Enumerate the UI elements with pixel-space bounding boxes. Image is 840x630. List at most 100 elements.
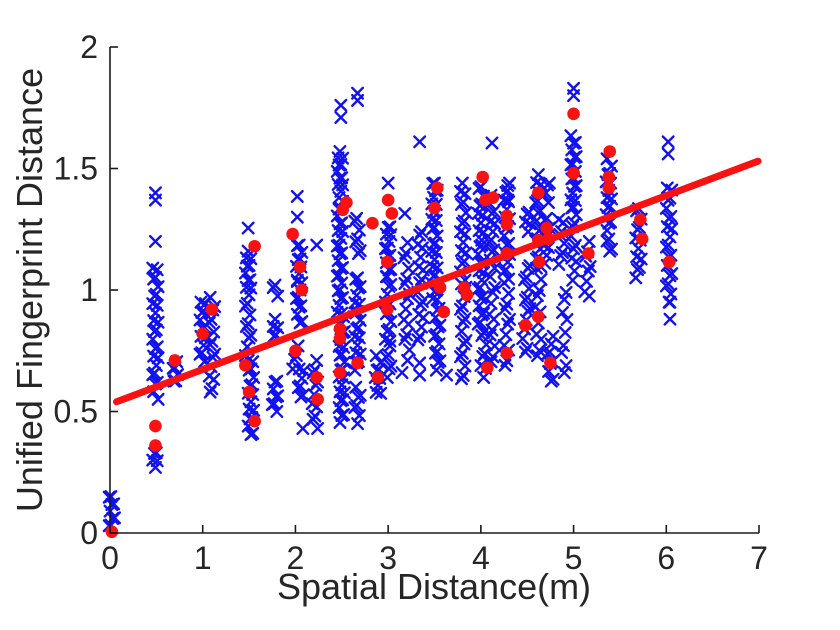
sample-x-marker — [663, 312, 677, 326]
mean-dot-marker — [248, 414, 261, 428]
sample-x-marker — [559, 359, 573, 373]
sample-x-marker — [337, 355, 351, 369]
sample-x-marker — [530, 327, 544, 341]
mean-dot-marker — [500, 218, 514, 231]
sample-x-marker — [349, 380, 363, 394]
sample-x-marker — [425, 212, 439, 226]
sample-x-marker — [580, 274, 594, 288]
sample-x-marker — [661, 147, 675, 161]
sample-x-marker — [268, 278, 282, 292]
sample-x-marker — [555, 346, 569, 360]
sample-x-marker — [353, 244, 367, 258]
y-tick-label: 2 — [80, 29, 98, 65]
x-tick-label: 3 — [379, 540, 397, 576]
sample-x-marker — [292, 238, 306, 252]
sample-x-marker — [664, 209, 678, 223]
sample-x-marker — [502, 286, 516, 300]
sample-x-marker — [559, 285, 573, 299]
mean-dot-marker — [336, 203, 350, 217]
sample-x-marker — [474, 180, 488, 194]
sample-x-marker — [401, 236, 415, 250]
sample-x-marker — [381, 176, 395, 190]
x-tick-label: 4 — [472, 540, 490, 576]
sample-x-marker — [663, 295, 677, 309]
sample-x-marker — [440, 368, 454, 382]
sample-x-marker — [334, 110, 348, 124]
y-tick-label: 1.5 — [54, 151, 98, 187]
sample-x-marker — [311, 422, 325, 436]
sample-x-marker — [487, 243, 501, 257]
sample-x-marker — [582, 234, 596, 248]
sample-x-marker — [292, 362, 306, 376]
sample-x-marker — [546, 372, 560, 386]
mean-dot-marker — [519, 318, 532, 332]
sample-x-marker — [271, 389, 285, 403]
sample-x-marker — [336, 291, 350, 305]
mean-dot-marker — [205, 303, 219, 316]
sample-x-marker — [148, 186, 162, 200]
sample-x-marker — [488, 281, 502, 295]
sample-x-marker — [290, 189, 304, 203]
mean-dot-marker — [437, 305, 451, 319]
sample-x-marker — [310, 238, 324, 252]
sample-x-marker — [532, 283, 546, 297]
sample-x-marker — [605, 159, 619, 173]
sample-x-marker — [384, 359, 398, 373]
sample-x-marker — [402, 343, 416, 357]
sample-x-marker — [401, 261, 415, 275]
sample-x-marker — [568, 194, 582, 208]
mean-dot-marker — [476, 170, 490, 184]
mean-dot-marker — [634, 213, 647, 226]
sample-x-marker — [383, 220, 397, 234]
mean-dot-marker — [428, 201, 441, 215]
x-tick-label: 6 — [657, 540, 675, 576]
sample-x-marker — [104, 490, 118, 504]
sample-x-marker — [350, 211, 364, 225]
mean-dot-marker — [295, 283, 309, 297]
sample-x-marker — [352, 409, 366, 423]
sample-x-marker — [568, 135, 582, 149]
mean-dot-marker — [293, 260, 307, 274]
sample-x-marker — [151, 392, 165, 406]
sample-x-marker — [413, 135, 427, 149]
regression-line — [112, 157, 762, 406]
sample-x-marker — [531, 168, 545, 182]
mean-dot-marker — [149, 439, 162, 452]
sample-x-marker — [501, 193, 515, 207]
mean-dot-marker — [311, 393, 324, 406]
sample-x-marker — [398, 206, 412, 220]
sample-x-marker — [207, 325, 221, 339]
sample-x-marker — [485, 136, 499, 150]
mean-dot-marker — [333, 332, 347, 345]
x-tick-label: 2 — [287, 540, 305, 576]
mean-dot-marker — [602, 181, 616, 195]
mean-dot-marker — [333, 366, 347, 379]
sample-x-marker — [556, 305, 569, 319]
sample-x-marker — [333, 144, 347, 158]
x-tick-label: 7 — [750, 540, 768, 576]
mean-dot-marker — [242, 385, 256, 399]
sample-x-marker — [568, 238, 582, 252]
sample-x-marker — [335, 246, 349, 260]
y-tick-label: 0.5 — [54, 394, 98, 430]
mean-dot-marker — [532, 310, 545, 324]
sample-x-marker — [433, 318, 447, 332]
sample-x-marker — [401, 353, 415, 367]
sample-x-marker — [336, 151, 350, 165]
sample-x-marker — [194, 295, 208, 309]
sample-x-marker — [369, 349, 383, 363]
sample-x-marker — [485, 323, 499, 337]
mean-dot-marker — [662, 255, 676, 269]
sample-x-marker — [661, 135, 675, 149]
mean-dot-marker — [381, 193, 395, 207]
sample-x-marker — [351, 271, 365, 285]
mean-dot-marker — [310, 371, 324, 384]
mean-dot-marker — [481, 361, 494, 375]
sample-x-marker — [546, 329, 560, 343]
sample-x-marker — [270, 405, 284, 418]
mean-dot-marker — [430, 181, 444, 195]
mean-dot-marker — [602, 170, 616, 184]
sample-x-marker — [558, 326, 572, 340]
